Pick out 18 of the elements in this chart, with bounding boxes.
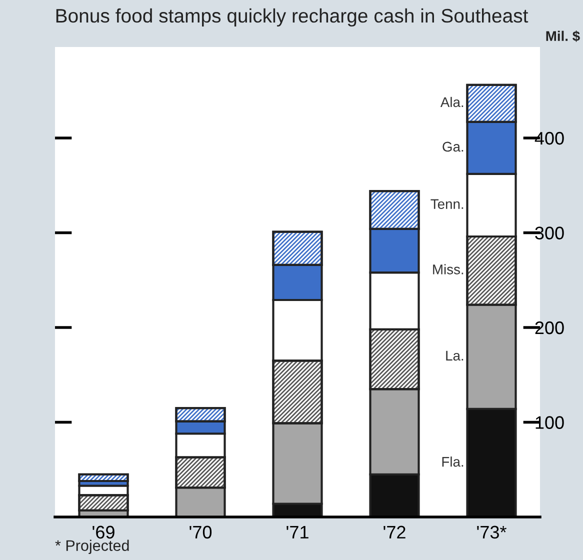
x-tick-label: '72 [384,526,406,538]
chart-title: Bonus food stamps quickly recharge cash in Southeast [56,8,528,27]
y-tick-label: 300 [535,226,564,240]
x-tick-label: '71 [286,526,308,538]
text: * Projected [55,540,129,554]
x-tick-label: '70 [190,526,212,539]
y-tick-label: 100 [536,416,564,429]
series-label: Ala. [440,96,464,108]
x-tick-label: '73* [477,526,506,539]
series-label: Miss. [433,264,464,274]
series-label: Ga. [442,142,464,152]
series-label: Tenn. [430,199,464,209]
series-label: Fla. [442,456,464,467]
y-axis-title: Mil. $ [546,30,580,42]
series-label: La. [446,350,464,361]
y-tick-label: 400 [534,132,564,145]
y-tick-label: 200 [535,321,564,334]
x-tick-label: '69 [92,526,114,539]
